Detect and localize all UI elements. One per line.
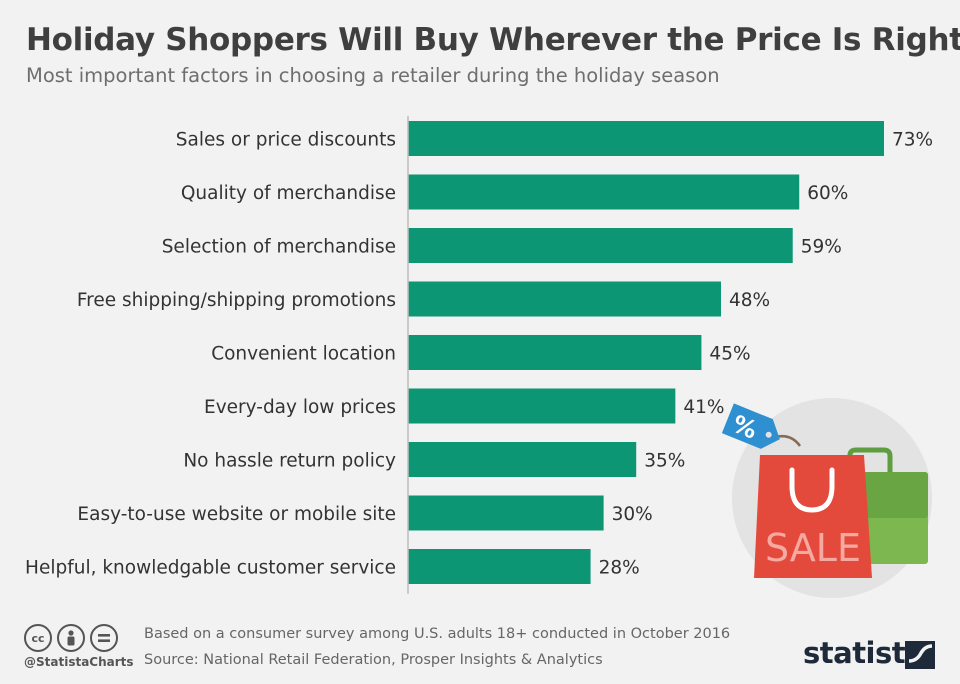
category-label-4: Free shipping/shipping promotions: [77, 290, 396, 311]
bar-2: [408, 174, 800, 210]
footer-source: Source: National Retail Federation, Pros…: [144, 652, 603, 668]
value-label-2: 60%: [807, 183, 848, 204]
value-label-1: 73%: [892, 130, 933, 151]
category-label-2: Quality of merchandise: [181, 183, 396, 204]
cc-icon: cc: [24, 624, 52, 652]
value-label-3: 59%: [801, 237, 842, 258]
category-label-1: Sales or price discounts: [176, 130, 396, 151]
statista-handle: @StatistaCharts: [24, 655, 134, 669]
category-label-9: Helpful, knowledgable customer service: [25, 558, 396, 579]
bar-9: [408, 549, 591, 584]
bar-3: [408, 228, 793, 263]
by-icon: [57, 624, 85, 652]
red-bag-icon: SALE: [754, 455, 872, 578]
bar-8: [408, 495, 604, 531]
category-label-3: Selection of merchandise: [162, 237, 396, 258]
value-label-7: 35%: [644, 451, 685, 472]
category-label-7: No hassle return policy: [183, 451, 396, 472]
value-label-5: 45%: [709, 344, 750, 365]
page-title: Holiday Shoppers Will Buy Wherever the P…: [26, 22, 960, 58]
sale-text: SALE: [765, 526, 861, 570]
category-label-5: Convenient location: [211, 344, 396, 365]
bar-7: [408, 442, 637, 477]
footer-note: Based on a consumer survey among U.S. ad…: [144, 626, 731, 642]
value-label-8: 30%: [612, 504, 653, 525]
category-label-8: Easy-to-use website or mobile site: [77, 504, 396, 525]
license-icons: cc: [24, 624, 118, 652]
statista-logo-icon: [905, 641, 935, 669]
value-label-9: 28%: [599, 558, 640, 579]
bar-5: [408, 335, 702, 370]
nd-icon: [90, 624, 118, 652]
bar-4: [408, 281, 721, 317]
bar-6: [408, 388, 676, 424]
value-label-4: 48%: [729, 290, 770, 311]
category-label-6: Every-day low prices: [204, 397, 396, 418]
page-subtitle: Most important factors in choosing a ret…: [26, 64, 720, 87]
bar-1: [408, 121, 884, 156]
value-label-6: 41%: [683, 397, 724, 418]
statista-logo[interactable]: statista: [803, 636, 925, 670]
sale-bag-illustration: SALE %: [721, 398, 932, 598]
price-tag-icon: %: [721, 403, 802, 449]
